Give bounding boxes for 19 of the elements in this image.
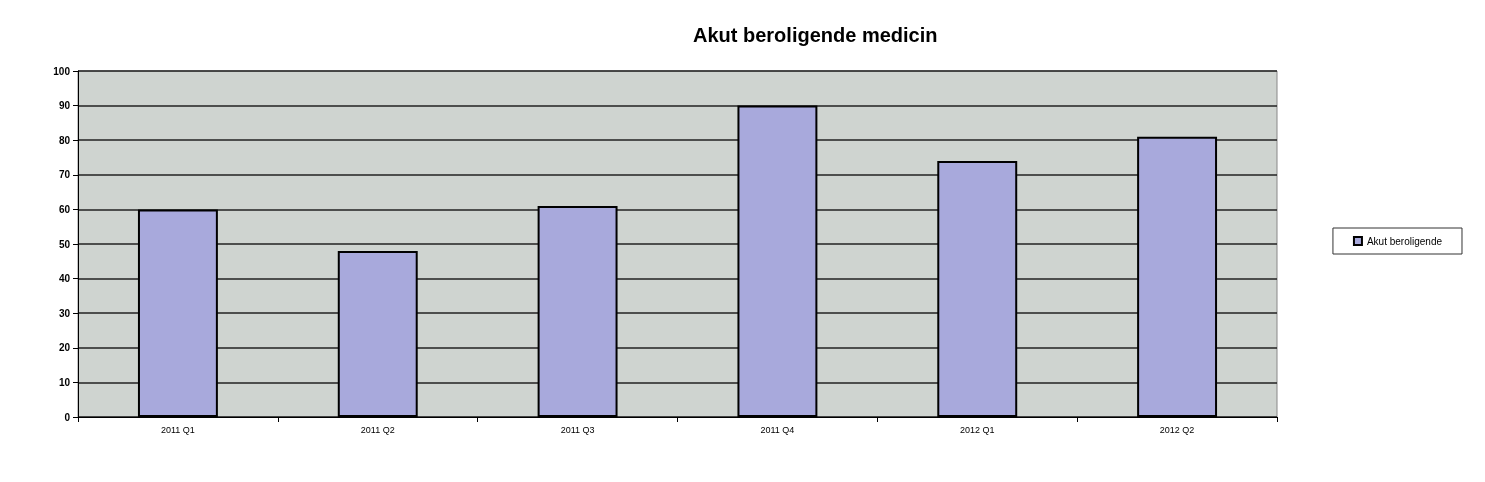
y-tick-label: 40	[58, 273, 71, 285]
y-tick-label: 70	[58, 169, 71, 181]
legend-label: Akut beroligende	[1366, 235, 1443, 247]
y-tick-label: 100	[53, 65, 71, 77]
x-tick-label: 2011 Q3	[560, 424, 595, 435]
chart-title: Akut beroligende medicin	[693, 24, 938, 46]
y-tick-label: 80	[58, 134, 71, 146]
y-tick-label: 0	[64, 411, 71, 423]
x-tick-label: 2012 Q2	[1159, 424, 1195, 435]
y-tick-label: 30	[58, 307, 71, 319]
y-tick-label: 50	[58, 238, 71, 250]
x-tick-label: 2011 Q2	[360, 424, 395, 435]
x-tick-label: 2011 Q1	[160, 424, 195, 435]
y-tick-label: 60	[58, 203, 71, 215]
y-tick-label: 10	[58, 376, 71, 388]
x-tick-label: 2011 Q4	[760, 424, 795, 435]
y-tick-label: 90	[58, 100, 71, 112]
x-tick-label: 2012 Q1	[959, 424, 995, 435]
y-tick-label: 20	[58, 342, 71, 354]
